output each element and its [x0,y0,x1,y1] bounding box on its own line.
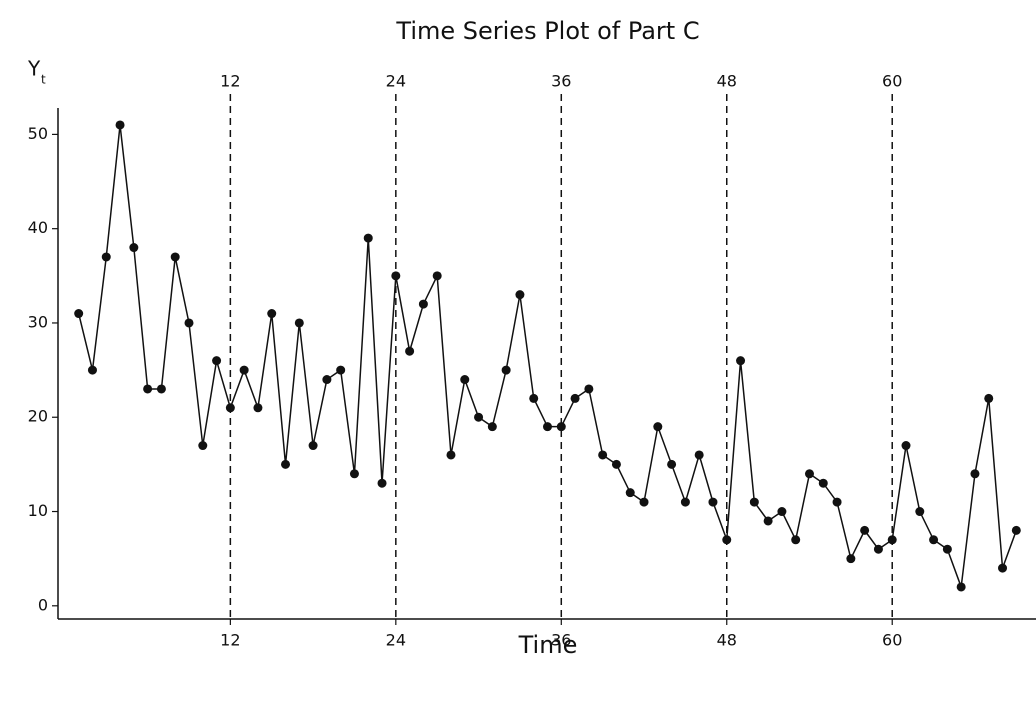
data-point [156,384,166,394]
data-point [956,582,966,592]
x-top-tick-label: 12 [220,72,240,91]
data-point [584,384,594,394]
data-point [873,544,883,554]
x-top-tick-label: 36 [551,72,571,91]
data-point [543,422,552,432]
data-point [791,535,801,545]
data-point [970,469,980,479]
data-point [598,450,608,460]
y-tick-label: 0 [38,595,48,614]
data-point [653,422,663,432]
data-point [818,478,828,488]
data-point [846,554,856,564]
data-point [474,412,484,422]
data-point [184,318,194,328]
data-point [639,497,649,507]
x-top-tick-label: 48 [717,72,737,91]
y-axis-label: Y [27,57,41,81]
data-point [322,375,332,385]
data-point [267,309,277,319]
data-point [198,441,208,451]
data-point [308,441,318,451]
data-point [804,469,814,479]
y-tick-label: 10 [28,501,48,520]
data-point [570,393,580,403]
data-point [1011,525,1021,535]
data-point [736,356,746,366]
x-tick-label: 60 [882,631,902,650]
data-point [722,535,732,545]
data-point [515,290,525,300]
y-tick-label: 40 [28,218,48,237]
x-tick-label: 36 [551,631,571,650]
data-point [253,403,263,413]
x-top-tick-label: 60 [882,72,902,91]
data-point [363,233,373,243]
data-point [901,441,911,451]
data-point [170,252,180,262]
data-point [832,497,842,507]
data-point [115,120,125,130]
data-point [446,450,456,460]
chart-title: Time Series Plot of Part C [395,17,699,45]
data-point [487,422,497,432]
data-point [680,497,690,507]
data-point [225,403,235,413]
x-tick-label: 12 [220,631,240,650]
series-line [77,124,1018,588]
data-point [432,271,442,281]
data-point [749,497,759,507]
data-point [998,563,1008,573]
data-point [74,309,84,319]
data-point [101,252,111,262]
x-tick-label: 48 [717,631,737,650]
data-point [984,393,994,403]
data-point [212,356,222,366]
data-point [611,459,621,469]
data-point [667,459,677,469]
y-tick-label: 50 [28,124,48,143]
data-point [239,365,249,375]
data-point [143,384,153,394]
data-point [915,507,925,517]
data-point [349,469,359,479]
data-point [405,346,415,356]
data-point [418,299,428,309]
data-point [556,422,566,432]
x-tick-label: 24 [386,631,406,650]
data-point [281,459,291,469]
data-point [529,393,539,403]
data-point [694,450,704,460]
data-point [391,271,401,281]
data-point [708,497,718,507]
data-point [942,544,952,554]
data-point [501,365,511,375]
data-point [377,478,387,488]
y-tick-label: 20 [28,407,48,426]
data-point [929,535,939,545]
data-point [129,243,139,253]
data-point [777,507,787,517]
data-point [460,375,470,385]
data-point [763,516,773,526]
y-tick-label: 30 [28,312,48,331]
data-point [860,525,870,535]
data-point [294,318,304,328]
data-point [87,365,97,375]
data-point [336,365,346,375]
y-axis-label-subscript: t [41,73,46,87]
x-top-tick-label: 24 [386,72,406,91]
data-point [625,488,635,498]
data-point [887,535,897,545]
x-axis-label: Time [518,631,578,659]
